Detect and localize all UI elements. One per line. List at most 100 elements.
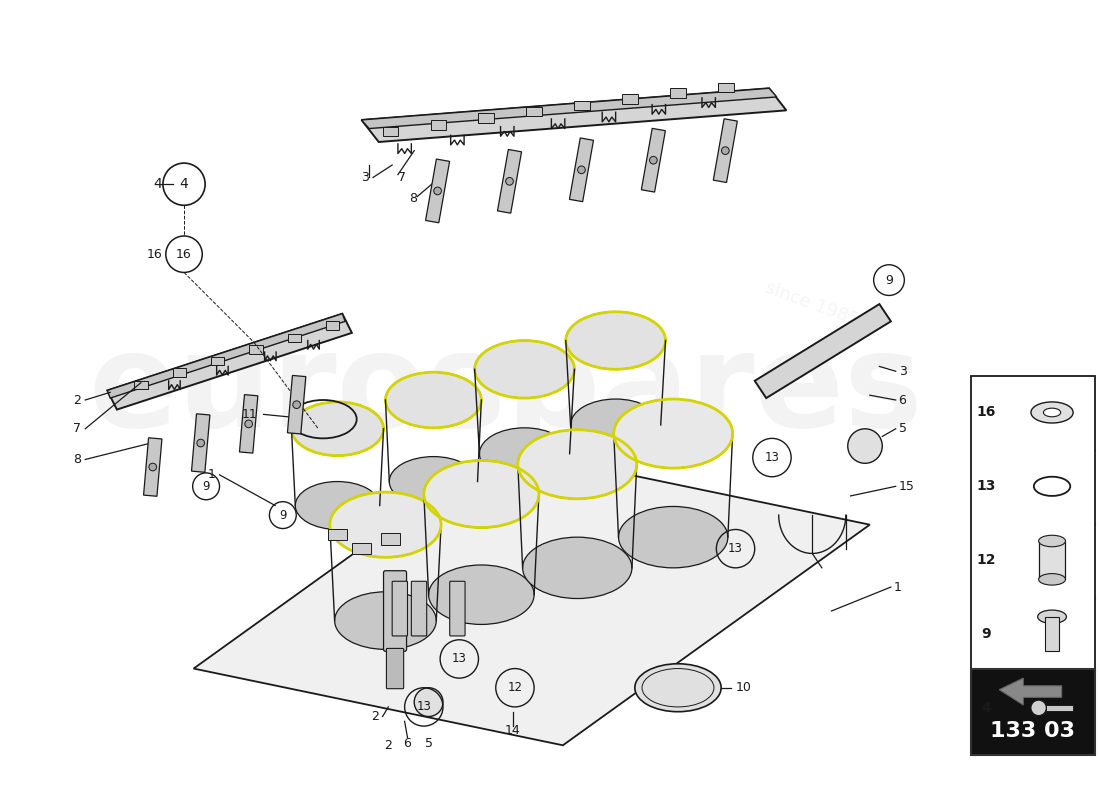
Bar xyxy=(623,94,638,104)
Ellipse shape xyxy=(565,312,666,370)
Text: 9: 9 xyxy=(202,480,210,493)
Bar xyxy=(328,529,348,540)
Ellipse shape xyxy=(1044,408,1060,417)
Ellipse shape xyxy=(522,537,631,598)
Bar xyxy=(1038,541,1066,579)
Ellipse shape xyxy=(635,664,722,712)
Text: 14: 14 xyxy=(505,724,521,738)
Bar xyxy=(134,381,147,390)
Ellipse shape xyxy=(480,428,570,480)
Polygon shape xyxy=(287,375,306,434)
Bar xyxy=(430,120,446,130)
Circle shape xyxy=(506,178,514,185)
Polygon shape xyxy=(144,438,162,496)
Circle shape xyxy=(1031,700,1046,715)
Polygon shape xyxy=(362,88,777,129)
Circle shape xyxy=(415,688,443,717)
Text: 6: 6 xyxy=(899,394,906,406)
Text: 7: 7 xyxy=(74,422,81,435)
Polygon shape xyxy=(755,304,891,398)
FancyBboxPatch shape xyxy=(411,582,427,636)
Polygon shape xyxy=(191,414,210,472)
Polygon shape xyxy=(240,394,257,453)
Text: 16: 16 xyxy=(976,406,996,419)
Bar xyxy=(173,368,186,377)
Text: 8: 8 xyxy=(409,192,417,205)
Text: 9: 9 xyxy=(279,509,287,522)
Bar xyxy=(970,376,1096,746)
Ellipse shape xyxy=(475,341,574,398)
Text: 2: 2 xyxy=(74,394,81,406)
Circle shape xyxy=(848,429,882,463)
Circle shape xyxy=(148,463,156,471)
Bar xyxy=(574,101,590,110)
Bar xyxy=(1046,705,1074,710)
Text: 7: 7 xyxy=(398,171,406,184)
Text: 1: 1 xyxy=(894,581,902,594)
Circle shape xyxy=(578,166,585,174)
Text: 2: 2 xyxy=(384,738,393,752)
Ellipse shape xyxy=(518,430,637,498)
Circle shape xyxy=(197,439,205,447)
Text: 133 03: 133 03 xyxy=(990,721,1076,741)
Circle shape xyxy=(722,146,729,154)
Text: eurospares: eurospares xyxy=(88,327,923,454)
Text: 4: 4 xyxy=(179,177,188,191)
Text: a passion for parts since 1985: a passion for parts since 1985 xyxy=(338,486,673,506)
Polygon shape xyxy=(497,150,521,213)
Text: 13: 13 xyxy=(728,542,743,555)
Text: 1: 1 xyxy=(208,468,216,482)
Ellipse shape xyxy=(1031,402,1074,423)
Text: 16: 16 xyxy=(176,248,191,261)
Ellipse shape xyxy=(429,565,535,625)
Text: 2: 2 xyxy=(371,710,378,723)
Ellipse shape xyxy=(1038,574,1066,585)
Text: 11: 11 xyxy=(242,408,257,421)
Polygon shape xyxy=(570,138,594,202)
Ellipse shape xyxy=(292,402,384,456)
Circle shape xyxy=(650,156,657,164)
Ellipse shape xyxy=(1037,610,1066,623)
Bar xyxy=(478,114,494,123)
Text: 5: 5 xyxy=(899,422,906,435)
Text: 13: 13 xyxy=(452,653,466,666)
Text: 4: 4 xyxy=(153,177,162,191)
Bar xyxy=(718,82,734,92)
Bar xyxy=(1045,617,1059,651)
Polygon shape xyxy=(713,118,737,182)
Polygon shape xyxy=(426,159,450,222)
Ellipse shape xyxy=(614,399,733,468)
Text: 13: 13 xyxy=(764,451,780,464)
Text: 5: 5 xyxy=(425,737,432,750)
Text: 12: 12 xyxy=(976,553,996,567)
Polygon shape xyxy=(108,314,352,410)
Bar xyxy=(970,669,1096,755)
Ellipse shape xyxy=(618,506,728,568)
Text: 4: 4 xyxy=(981,701,991,715)
Polygon shape xyxy=(999,678,1062,705)
Text: 9: 9 xyxy=(981,627,991,641)
Bar xyxy=(326,322,340,330)
Ellipse shape xyxy=(334,592,437,650)
Text: 13: 13 xyxy=(976,479,996,494)
Bar xyxy=(381,534,399,545)
Bar xyxy=(670,88,685,98)
Bar xyxy=(527,106,542,116)
Ellipse shape xyxy=(295,482,380,530)
Text: 6: 6 xyxy=(404,737,411,750)
Ellipse shape xyxy=(1038,535,1066,546)
Polygon shape xyxy=(108,314,345,398)
Circle shape xyxy=(245,420,253,428)
Text: 10: 10 xyxy=(736,682,751,694)
Bar xyxy=(250,346,263,354)
Circle shape xyxy=(293,401,300,409)
Ellipse shape xyxy=(571,399,661,451)
Text: 3: 3 xyxy=(361,171,370,184)
Text: 9: 9 xyxy=(886,274,893,286)
Text: 15: 15 xyxy=(899,480,914,493)
Text: 12: 12 xyxy=(507,682,522,694)
Text: 3: 3 xyxy=(899,365,906,378)
Ellipse shape xyxy=(424,461,539,527)
Bar xyxy=(383,126,398,136)
Polygon shape xyxy=(362,88,786,142)
